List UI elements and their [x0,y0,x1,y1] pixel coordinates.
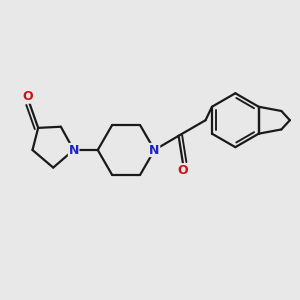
Text: O: O [178,164,188,177]
Text: O: O [23,90,34,103]
Text: N: N [149,143,160,157]
Text: N: N [68,143,79,157]
